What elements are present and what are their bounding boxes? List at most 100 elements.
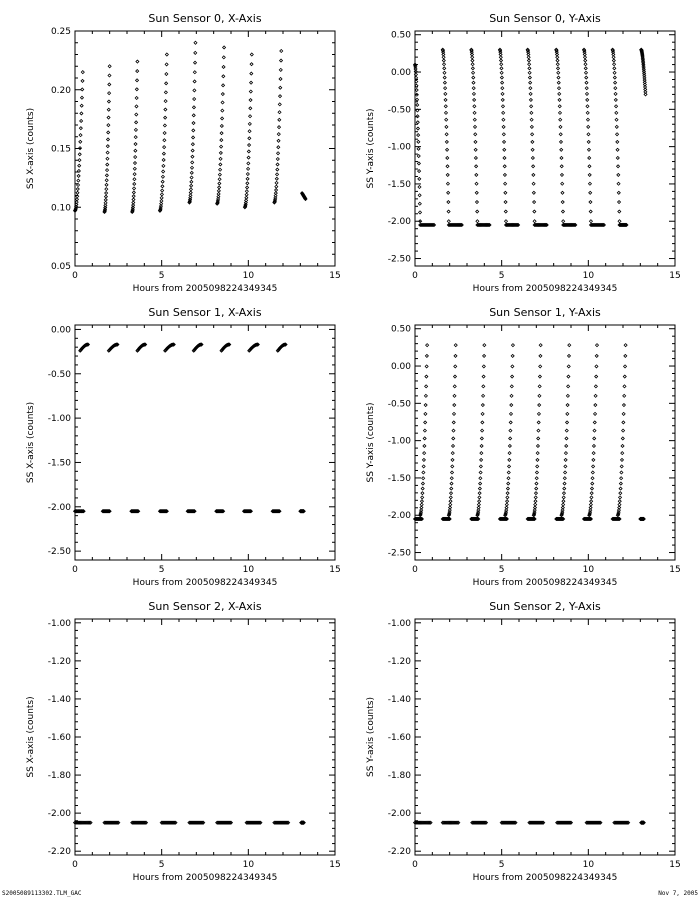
y-axis-label: SS Y-axis (counts) <box>366 403 376 483</box>
data-point <box>74 202 79 207</box>
data-point <box>187 197 193 202</box>
data-point <box>483 820 488 825</box>
data-point <box>105 150 110 155</box>
data-point <box>192 70 197 75</box>
data-point <box>505 499 510 504</box>
data-point <box>591 443 597 449</box>
data-point <box>510 353 515 358</box>
data-point <box>507 451 512 456</box>
data-point <box>414 79 419 84</box>
data-point <box>279 48 284 54</box>
data-point <box>587 164 592 169</box>
data-point <box>592 436 597 441</box>
data-point <box>498 48 503 53</box>
data-point <box>131 194 136 199</box>
data-point <box>565 402 570 408</box>
data-point <box>504 505 509 510</box>
data-point <box>134 112 139 117</box>
data-point <box>218 156 223 161</box>
data-point <box>273 191 278 196</box>
data-point <box>218 167 223 172</box>
y-tick-label: 0.50 <box>391 31 411 41</box>
data-point <box>588 502 593 507</box>
data-point <box>161 169 166 174</box>
data-point <box>616 190 621 195</box>
data-point <box>191 113 196 118</box>
chart-title: Sun Sensor 0, X-Axis <box>148 12 261 25</box>
data-point <box>536 411 541 416</box>
data-point <box>473 139 478 144</box>
data-point <box>513 820 518 825</box>
data-point <box>453 353 458 358</box>
data-point <box>592 420 597 425</box>
data-point <box>245 171 250 177</box>
data-point <box>533 495 538 500</box>
x-tick-label: 5 <box>499 271 505 281</box>
data-point <box>248 106 253 111</box>
data-point <box>81 509 86 514</box>
data-point <box>103 203 108 208</box>
series-0 <box>72 40 308 215</box>
data-point <box>276 132 281 137</box>
data-point <box>446 209 451 214</box>
data-point <box>616 172 621 177</box>
series-0 <box>412 47 648 228</box>
data-point <box>192 79 197 84</box>
data-point <box>622 374 627 379</box>
data-point <box>532 219 537 224</box>
data-point <box>614 110 619 115</box>
data-point <box>474 199 480 205</box>
data-point <box>477 486 482 491</box>
data-point <box>582 55 588 60</box>
data-point <box>615 139 620 144</box>
data-point <box>447 516 452 522</box>
y-tick-label: 0.00 <box>391 68 411 78</box>
data-point <box>446 219 451 224</box>
data-point <box>80 87 85 92</box>
data-point <box>76 168 81 174</box>
data-point <box>535 457 540 462</box>
data-point <box>107 73 112 78</box>
data-point <box>414 83 419 88</box>
data-point <box>503 190 508 195</box>
data-point <box>275 167 280 172</box>
data-point <box>508 436 513 441</box>
chart-title: Sun Sensor 2, Y-Axis <box>489 600 601 613</box>
data-point <box>559 155 564 161</box>
data-point <box>285 820 290 825</box>
data-point <box>619 464 624 469</box>
data-point <box>216 191 221 197</box>
data-point <box>621 411 626 416</box>
data-point <box>74 197 80 202</box>
y-tick-label: -1.60 <box>48 733 72 743</box>
data-point <box>508 420 513 425</box>
data-point <box>583 62 588 67</box>
data-point <box>191 128 196 133</box>
data-point <box>560 199 565 205</box>
data-point <box>424 374 429 379</box>
data-point <box>538 364 543 369</box>
data-point <box>277 102 282 107</box>
y-axis-label: SS Y-axis (counts) <box>366 697 376 777</box>
data-point <box>561 502 566 507</box>
data-point <box>615 164 621 169</box>
data-point <box>622 393 627 398</box>
x-axis-label: Hours from 2005098224349345 <box>133 873 278 883</box>
data-point <box>160 174 165 179</box>
data-point <box>536 428 541 433</box>
data-point <box>160 188 165 193</box>
data-point <box>132 166 137 171</box>
data-point <box>555 58 560 63</box>
data-point <box>245 181 250 186</box>
data-point <box>104 187 109 192</box>
y-tick-label: -1.00 <box>48 619 72 629</box>
data-point <box>273 193 278 198</box>
data-point <box>477 495 482 500</box>
data-point <box>247 129 252 134</box>
data-point <box>473 132 478 137</box>
data-point <box>133 127 138 132</box>
data-point <box>414 87 419 93</box>
data-point <box>134 120 139 125</box>
x-tick-label: 15 <box>329 271 340 281</box>
data-point <box>217 185 222 190</box>
